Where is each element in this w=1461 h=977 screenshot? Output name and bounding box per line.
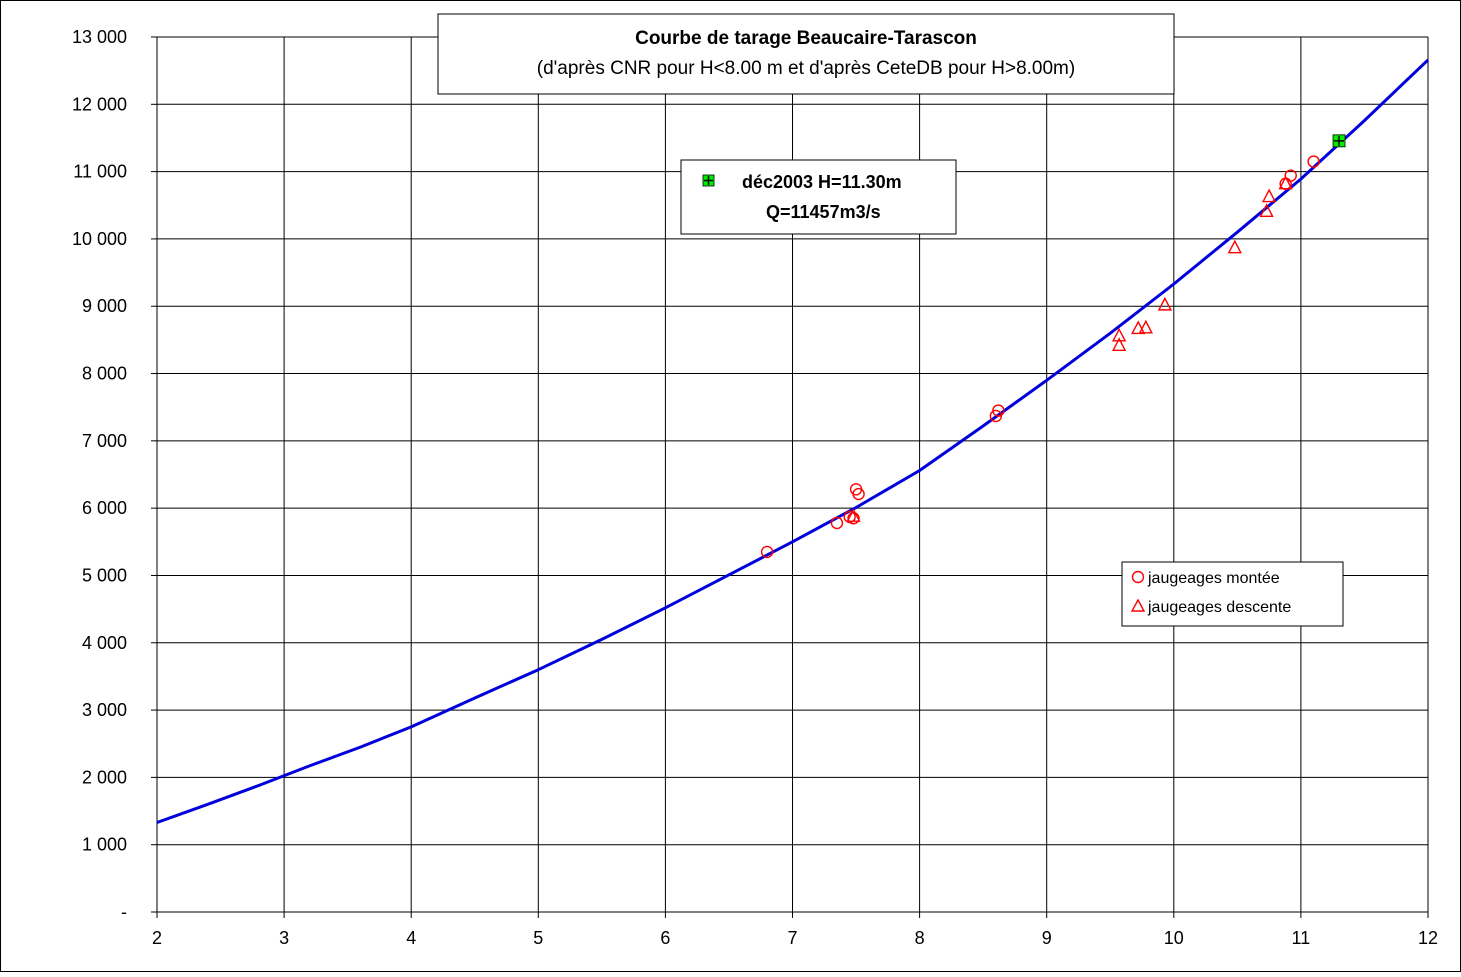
x-tick-label: 4: [406, 928, 416, 948]
gauging-points: [760, 134, 1346, 559]
y-tick-label: 11 000: [73, 162, 127, 182]
annotation-box: déc2003 H=11.30m Q=11457m3/s: [680, 159, 957, 235]
gauging-rise-point: [1284, 169, 1297, 182]
gauging-rise-point: [992, 404, 1005, 417]
y-tick-label: 4 000: [82, 633, 127, 653]
x-tick-label: 7: [787, 928, 797, 948]
y-tick-label: 13 000: [72, 27, 127, 47]
y-tick-label: 10 000: [72, 229, 127, 249]
gauging-fall-point: [1278, 175, 1293, 190]
x-tick-label: 3: [279, 928, 289, 948]
legend-entry-descente: jaugeages descente: [1147, 599, 1291, 616]
annotation-line-1: déc2003 H=11.30m: [742, 172, 902, 192]
rating-curve: [156, 58, 1430, 824]
y-tick-label: 9 000: [82, 296, 127, 316]
gauging-rise-point: [830, 516, 844, 530]
x-tick-label: 9: [1042, 928, 1052, 948]
axes: 2 3 4 5 6 7 8 9 10 11 12 - 1 000 2 000 3 000 4 000 5 000…: [72, 27, 1438, 948]
gauging-fall-point: [1227, 239, 1242, 254]
gauging-fall-point: [1131, 320, 1146, 335]
gauging-rise-point: [852, 487, 865, 501]
chart-subtitle: (d'après CNR pour H<8.00 m et d'après Ce…: [537, 58, 1075, 79]
y-tick-label: 7 000: [82, 431, 127, 451]
y-tick-label: -: [121, 902, 127, 922]
title-box: Courbe de tarage Beaucaire-Tarascon (d'a…: [437, 13, 1175, 95]
annotation-line-2: Q=11457m3/s: [766, 202, 881, 222]
y-tick-label: 5 000: [82, 565, 127, 585]
y-tick-label: 3 000: [82, 700, 127, 720]
legend-circle-icon: [1131, 570, 1145, 584]
chart-title: Courbe de tarage Beaucaire-Tarascon: [635, 28, 977, 49]
annotation-box-frame: [680, 159, 957, 235]
title-box-frame: [437, 13, 1175, 95]
y-tick-label: 2 000: [82, 767, 127, 787]
gauging-fall-point: [1111, 337, 1127, 351]
legend-frame: [1121, 561, 1344, 627]
gauging-rise-point: [1307, 155, 1320, 168]
legend-entry-montee: jaugeages montée: [1147, 570, 1280, 587]
legend-triangle-icon: [1130, 598, 1146, 612]
gauging-fall-point: [846, 508, 861, 522]
y-tick-label: 8 000: [82, 364, 127, 384]
x-tick-label: 11: [1292, 928, 1311, 948]
x-tick-label: 6: [660, 928, 670, 948]
gauging-rise-point: [847, 512, 860, 525]
x-tick-label: 12: [1418, 928, 1438, 948]
gauging-fall-point: [1138, 319, 1153, 334]
y-tick-label: 12 000: [72, 94, 127, 114]
y-tick-label: 1 000: [82, 835, 127, 855]
x-tick-label: 2: [152, 928, 162, 948]
legend: jaugeages montée jaugeages descente: [1121, 561, 1344, 627]
gauging-fall-point: [1259, 203, 1274, 218]
x-tick-label: 8: [915, 928, 925, 948]
gauging-fall-point: [1157, 296, 1173, 311]
rating-curve-line: [156, 58, 1430, 824]
gauging-fall-point: [1111, 327, 1127, 342]
x-tick-label: 5: [533, 928, 543, 948]
gauging-fall-point: [1261, 188, 1277, 203]
y-tick-label: 6 000: [82, 498, 127, 518]
x-tick-label: 10: [1164, 928, 1184, 948]
gauging-rise-point: [760, 545, 774, 559]
